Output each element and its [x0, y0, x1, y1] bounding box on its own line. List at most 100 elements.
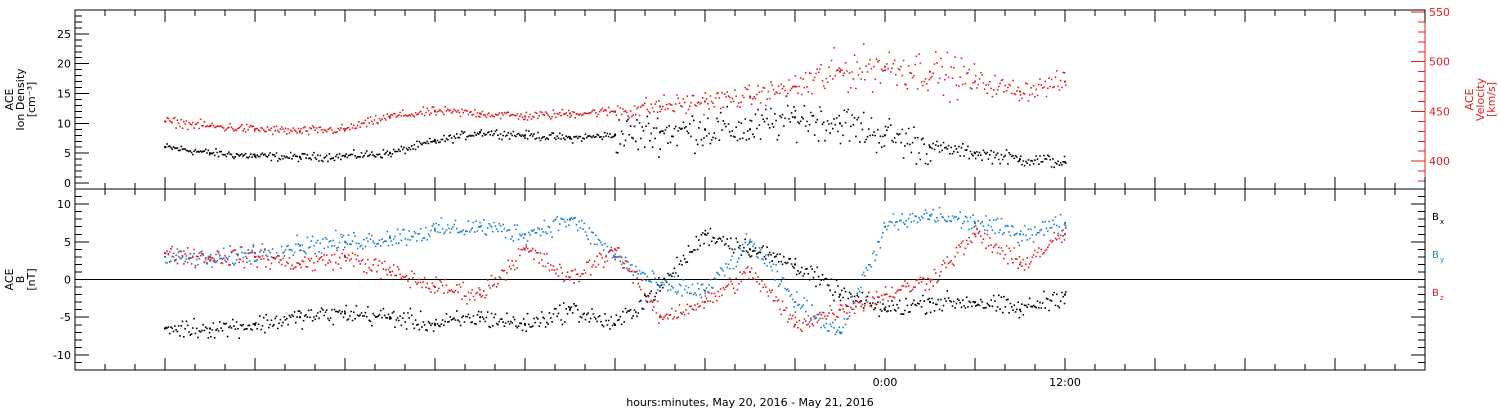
bx-series-point: [479, 316, 481, 319]
top-right-tick-label: 400: [1429, 155, 1450, 168]
bx-series-point: [209, 327, 211, 330]
top-right-tick-label: 450: [1429, 105, 1450, 118]
bx-series-point: [434, 323, 436, 326]
bx-series-point: [614, 323, 616, 326]
velocity-series-point: [299, 130, 301, 133]
top-panel-frame: [74, 9, 1426, 190]
density-series-point: [1064, 161, 1066, 164]
density-series-point: [794, 116, 796, 119]
bottom-left-axis-title-line: B: [14, 276, 27, 284]
velocity-series-point: [974, 80, 976, 83]
by-series-point: [389, 237, 391, 239]
by-series-point: [479, 225, 481, 228]
bz-series-point: [209, 255, 211, 258]
by-series-point: [569, 218, 571, 221]
bz-series-point: [1064, 233, 1066, 236]
velocity-series-point: [929, 70, 931, 73]
by-series-point: [614, 255, 616, 258]
bottom-left-tick-label: 0: [64, 274, 71, 287]
density-series-point: [659, 131, 661, 134]
velocity-series-point: [254, 128, 256, 131]
bz-series-point: [749, 271, 751, 273]
bx-series-point: [929, 301, 931, 304]
bz-series-point: [974, 233, 976, 236]
density-series-point: [839, 122, 841, 125]
top-left-tick-label: 0: [64, 177, 71, 190]
velocity-series-point: [164, 120, 166, 123]
density-series-point: [164, 146, 166, 149]
bz-series-point: [794, 323, 796, 326]
bz-series-point: [884, 293, 886, 296]
by-series-points: [165, 206, 1067, 336]
velocity-series-point: [344, 128, 346, 131]
top-left-tick-label: 15: [57, 88, 71, 101]
bx-series-point: [974, 301, 976, 304]
velocity-series-point: [614, 110, 616, 113]
bx-series-point: [524, 323, 526, 326]
top-left-tick-label: 5: [64, 147, 71, 160]
bx-series-point: [164, 327, 166, 330]
velocity-series-point: [704, 100, 706, 103]
bz-series-point: [164, 252, 166, 255]
density-series-point: [1019, 158, 1021, 161]
by-series-point: [1064, 221, 1066, 224]
by-series-point: [749, 240, 751, 243]
x-tick-label: 0:00: [873, 376, 898, 389]
by-series-point: [659, 286, 661, 288]
bottom-left-axis-title-line: ACE: [3, 268, 16, 290]
bz-series-point: [434, 286, 436, 288]
density-series-point: [524, 134, 526, 137]
bottom-left-tick-label: 5: [64, 236, 71, 249]
by-series-point: [704, 289, 706, 292]
bz-series-point: [299, 263, 301, 266]
bx-series-point: [299, 316, 301, 319]
top-left-tick-label: 10: [57, 117, 71, 130]
top-left-axis-title-line: ACE: [3, 88, 16, 110]
by-series-point: [974, 221, 976, 224]
velocity-series-point: [884, 65, 886, 68]
density-series-point: [569, 137, 571, 140]
bottom-left-tick-label: -5: [60, 311, 71, 324]
velocity-series-point: [524, 115, 526, 118]
top-right-axis-title-line: Velocity: [1474, 77, 1487, 121]
bottom-left-axis-title-line: [nT]: [25, 268, 38, 290]
density-series-point: [479, 131, 481, 134]
velocity-series-point: [209, 125, 211, 128]
velocity-series-points: [165, 43, 1067, 136]
top-left-axis-title-line: Ion Density: [14, 68, 27, 131]
bx-series-point: [839, 293, 841, 296]
x-tick-label: 12:00: [1049, 376, 1081, 389]
by-series-point: [209, 259, 211, 262]
by-series-point: [344, 240, 346, 243]
bz-series-point: [344, 255, 346, 258]
velocity-series-point: [479, 112, 481, 115]
velocity-series-point: [749, 95, 751, 98]
bx-series-point: [1064, 293, 1066, 296]
density-series-point: [749, 128, 751, 131]
by-series-point: [794, 301, 796, 304]
legend-subscript: y: [1440, 256, 1444, 264]
bz-series-point: [704, 301, 706, 304]
velocity-series-point: [1019, 90, 1021, 93]
by-series-point: [1019, 233, 1021, 236]
bz-series-point: [839, 308, 841, 311]
bz-series-point: [929, 278, 931, 281]
by-series-point: [839, 331, 841, 334]
velocity-series-point: [1064, 80, 1066, 83]
top-left-axis-title-line: [cm⁻³]: [25, 82, 38, 118]
bx-series-point: [704, 233, 706, 236]
density-series-point: [704, 128, 706, 131]
bz-series-point: [1019, 263, 1021, 266]
density-series-point: [209, 152, 211, 155]
x-axis: 0:00 12:00: [74, 10, 1426, 389]
velocity-series-point: [659, 105, 661, 108]
top-right-axis-title-line: ACE: [1463, 88, 1476, 110]
